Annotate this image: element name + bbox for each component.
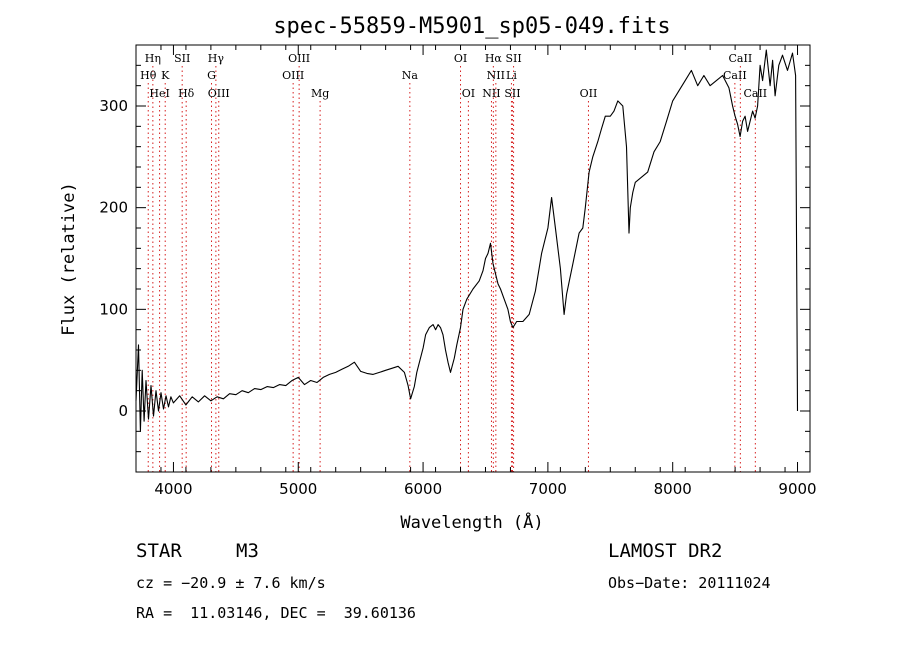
spectral-line-label: CaII <box>729 52 753 65</box>
spectral-line-label: SII <box>505 52 521 65</box>
survey-name: LAMOST DR2 <box>608 540 723 562</box>
spectral-line-label: HeI <box>149 87 169 100</box>
spectral-line-label: CaII <box>723 69 747 82</box>
spectral-line-label: Li <box>506 69 517 82</box>
spectral-line-label: Hα <box>485 52 503 65</box>
object-class: STAR <box>136 540 182 562</box>
spectral-line-label: G <box>207 69 216 82</box>
x-tick-label: 6000 <box>404 480 442 498</box>
spectral-line-label: NII <box>487 69 505 82</box>
spectral-line-label: K <box>161 69 170 82</box>
spectral-line-label: SII <box>504 87 520 100</box>
spectral-line-label: Hθ <box>140 69 157 82</box>
sky-coordinates: RA = 11.03146, DEC = 39.60136 <box>136 604 416 622</box>
redshift-velocity: cz = −20.9 ± 7.6 km/s <box>136 574 326 592</box>
spectral-line-label: CaII <box>743 87 767 100</box>
y-tick-label: 100 <box>99 300 128 318</box>
y-axis-label: Flux (relative) <box>59 182 79 336</box>
spectral-line-label: Hγ <box>208 52 225 65</box>
x-tick-label: 4000 <box>154 480 192 498</box>
spectral-line-label: OI <box>462 87 475 100</box>
y-tick-label: 300 <box>99 97 128 115</box>
spectral-line-label: OIII <box>208 87 230 100</box>
x-axis-label: Wavelength (Å) <box>400 511 543 533</box>
spectral-line-label: OII <box>580 87 598 100</box>
observation-date: Obs−Date: 20111024 <box>608 574 771 592</box>
spectral-line-label: OIII <box>282 69 304 82</box>
chart-title: spec-55859-M5901_sp05-049.fits <box>273 14 670 39</box>
spectral-line-label: Hη <box>145 52 161 65</box>
x-tick-label: 8000 <box>654 480 692 498</box>
axis-ticks: 4000 5000 6000 7000 8000 9000 0 100 200 300 <box>99 45 817 498</box>
y-tick-label: 200 <box>99 199 128 217</box>
spectral-line-label: Mg <box>311 87 329 100</box>
object-subclass: M3 <box>236 540 259 562</box>
plot-frame <box>135 44 811 473</box>
x-tick-label: 7000 <box>529 480 567 498</box>
spectral-line-label: NII <box>482 87 500 100</box>
spectral-line-label: Hδ <box>178 87 195 100</box>
spectral-line-label: Na <box>402 69 419 82</box>
x-tick-label: 9000 <box>778 480 816 498</box>
spectral-line-label: OIII <box>288 52 310 65</box>
spectral-line-label: OI <box>454 52 467 65</box>
y-tick-label: 0 <box>118 402 128 420</box>
x-tick-label: 5000 <box>279 480 317 498</box>
spectrum-series-line <box>135 49 799 432</box>
spectral-line-label: SII <box>174 52 190 65</box>
